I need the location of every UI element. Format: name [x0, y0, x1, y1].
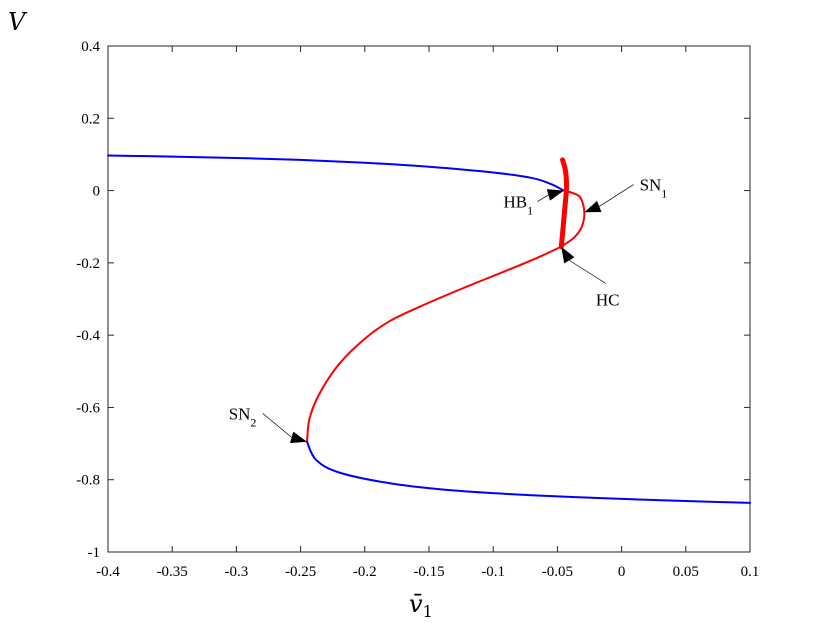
x-tick-label: -0.05 [542, 564, 573, 580]
y-tick-label: -0.6 [76, 400, 100, 416]
series-line-stable-lower [306, 440, 751, 504]
annotation-layer: HB1 SN1 HC SN2 [229, 176, 668, 444]
y-tick-label: 0.2 [81, 111, 100, 127]
x-axis-title-main: v̄ [409, 590, 423, 618]
annotation-hb1-label: HB1 [503, 193, 533, 218]
plot-box [107, 45, 751, 553]
x-tick-label: -0.3 [225, 564, 249, 580]
annotation-hb1-arrowhead [546, 189, 564, 201]
series-layer [107, 154, 751, 504]
annotation-hb1-leader [537, 194, 549, 202]
x-axis-title-subscript: 1 [423, 602, 433, 621]
annotation-sn2-leader [262, 413, 292, 438]
annotation-hc-label: HC [596, 291, 620, 310]
x-tick-label: 0.1 [741, 564, 760, 580]
plot-frame [107, 45, 751, 553]
x-tick-label: 0 [618, 564, 626, 580]
annotation-sn2-label: SN2 [229, 404, 257, 429]
annotation-hc-leader [569, 260, 607, 284]
y-tick-label: -0.2 [76, 256, 100, 272]
annotation-sn2-arrowhead [289, 431, 308, 444]
ticks-layer: -0.4 -0.35 -0.3 -0.25 -0.2 -0.15 -0.1 -0.05 0 0.0… [76, 39, 759, 580]
x-tick-label: -0.1 [481, 564, 505, 580]
x-tick-label: -0.15 [413, 564, 444, 580]
x-tick-label: -0.2 [353, 564, 377, 580]
y-tick-label: -1 [88, 545, 101, 561]
y-tick-label: 0 [93, 184, 101, 200]
y-tick-label: -0.4 [76, 328, 100, 344]
series-line-periodic-orbit [558, 157, 570, 250]
annotation-sn1-leader [599, 184, 634, 207]
series-line-unstable-loop [560, 189, 586, 248]
x-tick-label: -0.4 [96, 564, 120, 580]
x-axis-title: v̄1 [409, 590, 433, 621]
annotation-sn1-label: SN1 [640, 176, 668, 201]
y-tick-label: 0.4 [81, 39, 100, 55]
series-line-stable-upper [107, 154, 565, 192]
annotation-hc-arrowhead [561, 246, 575, 264]
annotation-sn1-arrowhead [584, 200, 602, 213]
x-tick-label: -0.25 [285, 564, 316, 580]
x-tick-label: -0.35 [157, 564, 188, 580]
y-axis-title: V [8, 8, 28, 36]
series-line-unstable-middle [306, 245, 563, 443]
y-tick-label: -0.8 [76, 473, 100, 489]
x-tick-label: 0.05 [673, 564, 699, 580]
